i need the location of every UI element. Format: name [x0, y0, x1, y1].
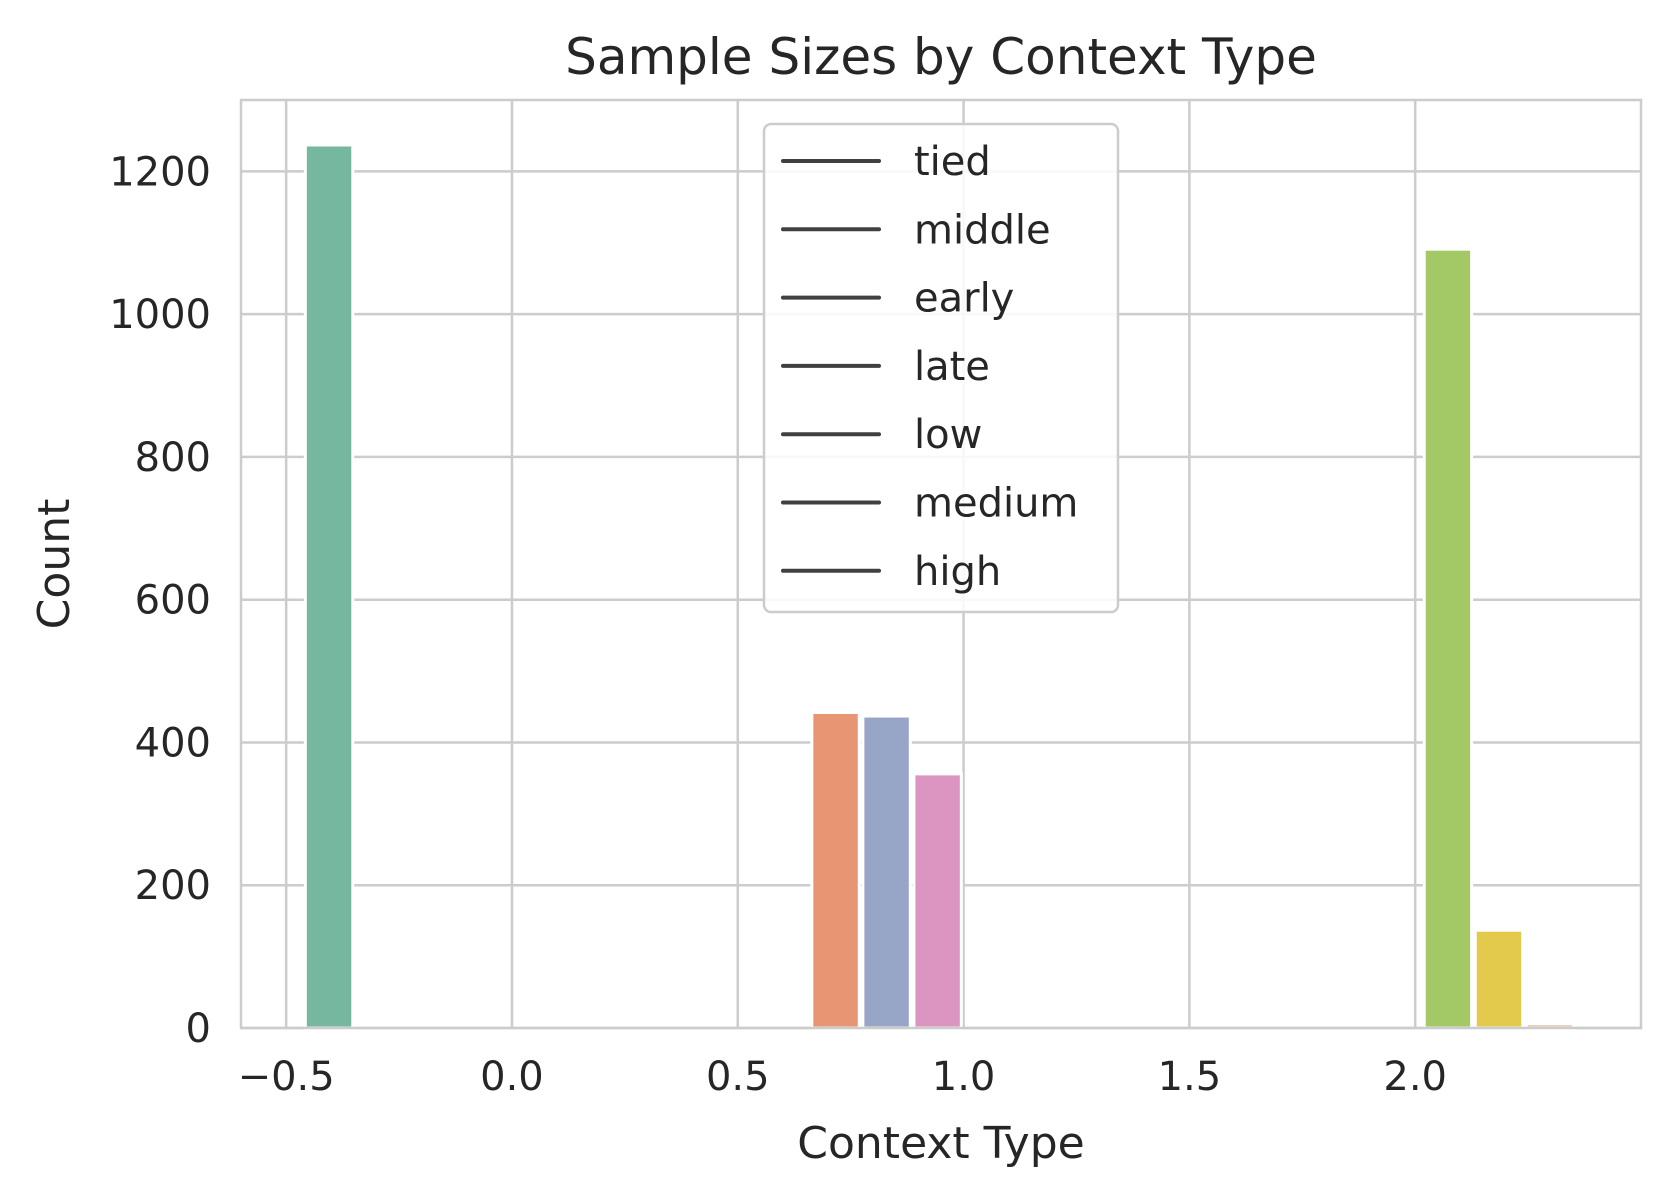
y-tick-label: 0 [186, 1006, 211, 1052]
bar-medium [1473, 928, 1525, 1030]
chart-title: Sample Sizes by Context Type [565, 28, 1317, 86]
legend-frame [762, 122, 1120, 614]
bar-tied [303, 143, 355, 1030]
bars-layer [303, 143, 1576, 1030]
legend-label-tied: tied [914, 139, 991, 185]
y-tick-label: 200 [135, 863, 211, 909]
y-tick-label: 800 [135, 435, 211, 481]
x-tick-label: 1.5 [1158, 1054, 1222, 1100]
bar-low [1422, 247, 1474, 1030]
x-axis-ticks: −0.5 0.0 0.5 1.0 1.5 2.0 [238, 1054, 1447, 1100]
legend-label-middle: middle [914, 207, 1051, 253]
y-axis-ticks: 0 200 400 600 800 1000 1200 [109, 149, 211, 1052]
x-tick-label: 1.0 [932, 1054, 996, 1100]
y-tick-label: 600 [135, 578, 211, 624]
legend-label-medium: medium [914, 481, 1078, 527]
bar-early [861, 714, 912, 1030]
bar-late [912, 772, 963, 1030]
legend-label-low: low [914, 412, 982, 458]
legend-items: tied middle early late low medium high [781, 139, 1078, 595]
legend-label-early: early [914, 276, 1014, 322]
y-tick-label: 400 [135, 720, 211, 766]
legend-label-late: late [914, 344, 990, 390]
y-tick-label: 1000 [109, 292, 211, 338]
legend-label-high: high [914, 549, 1001, 595]
x-tick-label: 2.0 [1383, 1054, 1447, 1100]
plot-frame [239, 98, 1643, 1030]
x-tick-label: −0.5 [238, 1054, 335, 1100]
bar-middle [810, 710, 861, 1030]
x-tick-label: 0.0 [480, 1054, 544, 1100]
x-tick-label: 0.5 [706, 1054, 770, 1100]
x-axis-label: Context Type [797, 1118, 1084, 1169]
y-tick-label: 1200 [109, 149, 211, 195]
legend: tied middle early late low medium high [762, 122, 1120, 614]
y-axis-label: Count [29, 499, 80, 630]
